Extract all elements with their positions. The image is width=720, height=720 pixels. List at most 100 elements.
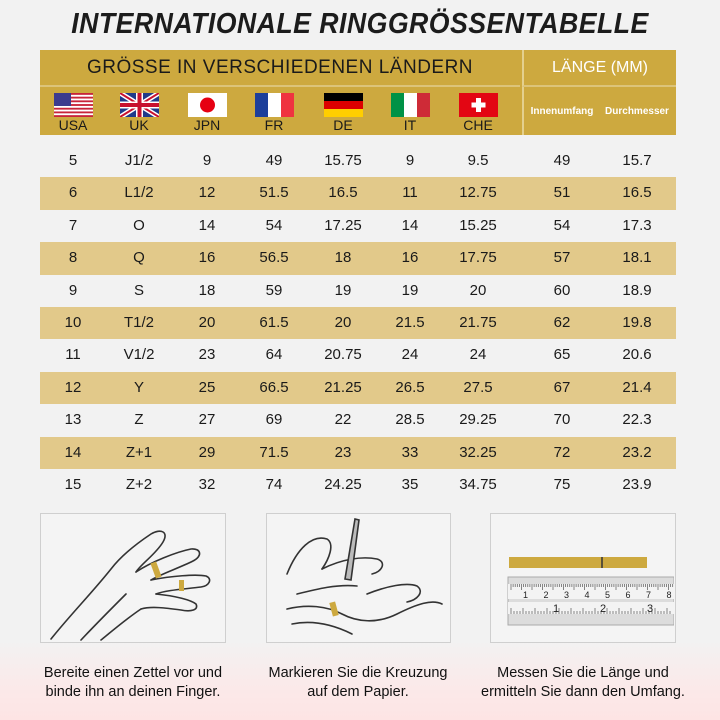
table-cell: 61.5 [259, 314, 289, 331]
ruler-label: 1 [553, 603, 559, 615]
table-cell: 18 [334, 249, 352, 267]
table-cell: 15 [64, 476, 82, 493]
table-row: 15 Z+2 32 74 24.25 35 34.75 75 23.9 [40, 469, 676, 501]
caption-line: Messen Sie die Länge und [497, 665, 669, 681]
table-cell: 20 [469, 281, 487, 299]
ruler-label: 2 [600, 603, 606, 615]
table-cell: 69 [265, 411, 283, 429]
table-cell: 18.9 [622, 281, 652, 299]
table-cell: 7 [68, 216, 78, 234]
table-cell: 12 [198, 184, 216, 202]
table-cell: 12.75 [459, 184, 497, 202]
caption-line: auf dem Papier. [307, 684, 409, 700]
table-cell: 71.5 [259, 443, 289, 461]
table-cell: 18.1 [622, 249, 652, 267]
table-row: 10 T1/2 20 61.5 20 21.5 21.75 62 19.8 [40, 307, 676, 340]
table-row: 8 Q 16 56.5 18 16 17.75 57 18.1 [40, 242, 676, 275]
table-cell: 20.6 [622, 346, 652, 364]
ruler-label: 2 [544, 590, 549, 600]
table-cell: 75 [553, 476, 571, 493]
length-subheader [522, 87, 676, 135]
table-cell: 20 [198, 314, 216, 331]
table-cell: 15.25 [459, 216, 497, 234]
caption-line: ermitteln Sie dann den Umfang. [481, 684, 685, 700]
ruler-label: 6 [626, 590, 631, 600]
table-cell: L1/2 [124, 184, 154, 202]
ruler-label: 7 [646, 590, 651, 600]
table-cell: 66.5 [259, 378, 289, 396]
background-gradient [0, 640, 720, 720]
table-row: 13 Z 27 69 22 28.5 29.25 70 22.3 [40, 404, 676, 436]
table-cell: 5 [68, 152, 78, 169]
table-cell: 26.5 [395, 378, 425, 396]
table-cell: 19 [401, 281, 419, 299]
table-row: 12 Y 25 66.5 21.25 26.5 27.5 67 21.4 [40, 371, 676, 405]
table-cell: 51.5 [259, 184, 289, 202]
table-cell: 12 [64, 378, 82, 396]
table-cell: 23 [198, 346, 216, 364]
table-cell: 54 [265, 216, 283, 234]
table-cell: 20.75 [324, 346, 362, 364]
hand-marking-pen-icon [286, 518, 443, 635]
table-cell: 17.3 [622, 216, 652, 234]
table-cell: 23.2 [622, 443, 652, 461]
country-label-it: IT [403, 117, 417, 133]
table-cell: 16 [401, 249, 419, 267]
table-cell: 24.25 [324, 476, 362, 493]
length-header: LÄNGE (MM) [522, 50, 676, 87]
table-cell: V1/2 [123, 346, 155, 364]
table-cell: 15.7 [622, 152, 652, 169]
country-label-de: DE [333, 117, 353, 133]
table-cell: 70 [553, 411, 571, 429]
table-cell: 72 [553, 443, 571, 461]
table-cell: 21.25 [324, 378, 362, 396]
table-cell: 11 [402, 184, 418, 202]
table-cell: 9 [68, 281, 78, 299]
table-cell: 8 [68, 249, 78, 267]
caption-line: Markieren Sie die Kreuzung [268, 665, 448, 681]
table-cell: 23.9 [622, 476, 652, 493]
table-cell: 21.75 [459, 314, 497, 331]
table-cell: 60 [553, 281, 571, 299]
table-cell: 57 [553, 249, 571, 267]
table-cell: Q [133, 249, 145, 267]
hand-with-paper-strip-icon [50, 530, 211, 641]
table-cell: 17.75 [459, 249, 497, 267]
country-label-usa: USA [58, 117, 88, 133]
table-cell: 22.3 [622, 411, 652, 429]
table-cell: 64 [265, 346, 283, 364]
country-label-che: CHE [463, 117, 493, 133]
table-cell: 23 [334, 443, 352, 461]
table-cell: 6 [68, 184, 78, 202]
table-cell: J1/2 [124, 152, 154, 169]
table-cell: 29.25 [459, 411, 497, 429]
paper-strip [509, 557, 647, 568]
table-row: 7 O 14 54 17.25 14 15.25 54 17.3 [40, 210, 676, 242]
table-cell: 29 [198, 443, 216, 461]
ruler-label: 3 [647, 603, 653, 615]
table-cell: 21.5 [395, 314, 425, 331]
table-cell: 14 [401, 216, 419, 234]
ruler-label: 5 [605, 590, 610, 600]
table-cell: 19 [334, 281, 352, 299]
japan-flag-icon [187, 93, 227, 117]
country-label-uk: UK [129, 117, 149, 133]
table-cell: 14 [198, 216, 216, 234]
table-cell: 15.75 [324, 152, 362, 169]
table-cell: 16.5 [328, 184, 358, 202]
table-cell: 65 [553, 346, 571, 364]
table-cell: 18 [198, 281, 216, 299]
table-cell: 74 [265, 476, 283, 493]
caption-line: Bereite einen Zettel vor und [43, 665, 223, 681]
table-cell: 27 [198, 411, 216, 429]
table-cell: 9 [202, 152, 212, 169]
ruler-label: 3 [564, 590, 569, 600]
table-cell: 17.25 [324, 216, 362, 234]
ruler-label: 4 [585, 590, 590, 600]
table-cell: 24 [469, 346, 487, 364]
table-cell: Z+2 [125, 476, 153, 493]
table-cell: 9 [405, 152, 415, 169]
table-cell: 20 [334, 314, 352, 331]
table-cell: 16.5 [622, 184, 652, 202]
